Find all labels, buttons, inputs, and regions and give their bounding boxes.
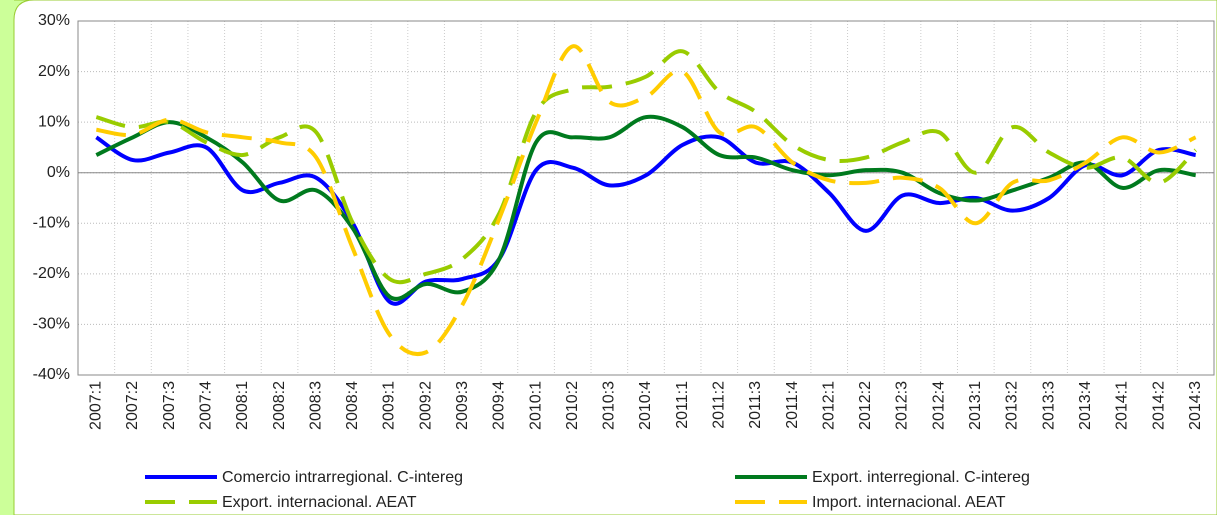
x-tick-label: 2007:2 — [124, 381, 141, 430]
x-tick-label: 2012:4 — [930, 381, 947, 430]
y-tick-label: 0% — [47, 164, 70, 181]
x-tick-label: 2013:2 — [1004, 381, 1021, 430]
y-tick-label: -40% — [33, 366, 70, 383]
x-tick-label: 2011:1 — [674, 381, 691, 429]
x-tick-label: 2007:4 — [197, 381, 214, 430]
x-tick-label: 2011:4 — [784, 381, 801, 429]
y-tick-label: -10% — [33, 215, 70, 232]
x-tick-label: 2010:3 — [601, 381, 618, 430]
x-tick-label: 2014:2 — [1150, 381, 1167, 430]
x-tick-label: 2009:2 — [417, 381, 434, 430]
y-tick-label: 20% — [38, 63, 70, 80]
x-tick-label: 2009:1 — [381, 381, 398, 430]
series-line — [95, 49, 1198, 285]
x-tick-label: 2010:4 — [637, 381, 654, 430]
x-tick-label: 2011:2 — [711, 381, 728, 429]
x-tick-label: 2013:1 — [967, 381, 984, 430]
x-tick-label: 2014:3 — [1187, 381, 1204, 430]
y-tick-label: -20% — [33, 265, 70, 282]
y-tick-label: -30% — [33, 316, 70, 333]
x-tick-label: 2007:3 — [161, 381, 178, 430]
x-tick-label: 2011:3 — [747, 381, 764, 429]
x-tick-label: 2007:1 — [88, 381, 105, 430]
plot-frame — [77, 20, 1215, 376]
x-tick-label: 2014:1 — [1114, 381, 1131, 430]
x-tick-label: 2010:2 — [564, 381, 581, 430]
x-tick-label: 2009:4 — [491, 381, 508, 430]
x-tick-label: 2013:4 — [1077, 381, 1094, 430]
series-line — [95, 114, 1197, 301]
x-tick-label: 2012:1 — [820, 381, 837, 430]
x-tick-label: 2008:4 — [344, 381, 361, 430]
legend-label: Import. internacional. AEAT — [812, 494, 1006, 511]
x-tick-label: 2008:3 — [307, 381, 324, 430]
x-tick-label: 2010:1 — [527, 381, 544, 430]
x-tick-label: 2012:3 — [894, 381, 911, 430]
series-line — [95, 44, 1197, 357]
x-tick-label: 2013:3 — [1040, 381, 1057, 430]
legend-label: Comercio intrarregional. C-intereg — [222, 469, 463, 486]
y-tick-label: 30% — [38, 12, 70, 29]
panel — [13, 0, 1217, 516]
y-tick-label: 10% — [38, 113, 70, 130]
series-line — [95, 134, 1197, 306]
plot: -40% -30% -20% -10% 0% 10% 20% 30% 2007:1 2007:2 2… — [33, 12, 1215, 511]
x-tick-label: 2008:2 — [271, 381, 288, 430]
x-tick-label: 2008:1 — [234, 381, 251, 430]
x-tick-label: 2012:2 — [857, 381, 874, 430]
legend-label: Export. interregional. C-intereg — [812, 469, 1030, 486]
x-tick-label: 2009:3 — [454, 381, 471, 430]
legend-label: Export. internacional. AEAT — [222, 494, 417, 511]
